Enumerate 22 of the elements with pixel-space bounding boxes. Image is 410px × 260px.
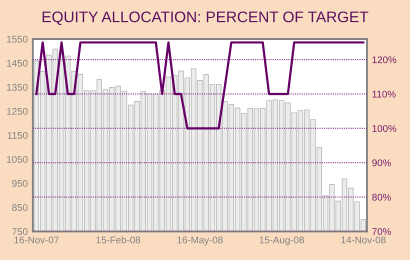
x-tick-label: 14-Nov-08 xyxy=(341,236,386,244)
y-tick-label: 1150 xyxy=(8,132,28,139)
y-tick-label: 1250 xyxy=(7,108,28,115)
x-tick-label: 16-May-08 xyxy=(177,236,223,246)
y-tick-label: 1350 xyxy=(7,84,28,91)
y2-tick-label: 80% xyxy=(372,194,391,201)
x-tick-label: 16-Nov-07 xyxy=(14,236,59,244)
x-tick-label: 15-Feb-08 xyxy=(96,236,140,244)
y-tick-label: 1450 xyxy=(7,60,28,67)
y-tick-label: 750 xyxy=(12,228,28,236)
y-tick-label: 1050 xyxy=(7,156,28,163)
y2-tick-label: 90% xyxy=(372,159,391,166)
y-tick-label: 850 xyxy=(12,204,28,211)
x-tick-label: 15-Aug-08 xyxy=(260,236,304,246)
chart-title: EQUITY ALLOCATION: PERCENT OF TARGET xyxy=(42,11,368,26)
y2-tick-label: 100% xyxy=(372,125,396,132)
y2-tick-label: 120% xyxy=(372,56,396,64)
y-tick-label: 950 xyxy=(12,180,28,187)
y2-tick-label: 110% xyxy=(372,90,396,98)
y-tick-label: 1550 xyxy=(7,36,28,43)
line-series xyxy=(35,41,364,130)
y2-tick-label: 70% xyxy=(372,228,391,236)
